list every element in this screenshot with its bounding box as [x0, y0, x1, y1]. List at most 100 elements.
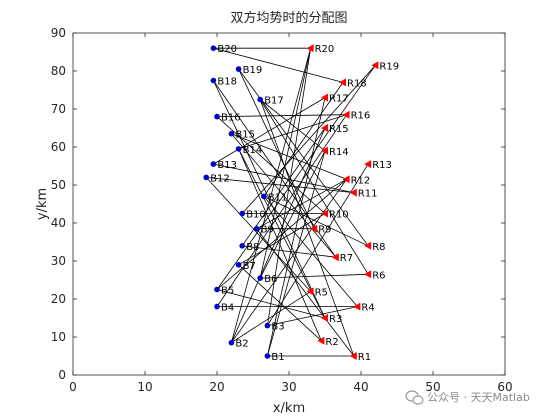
watermark: 公众号 · 天天Matlab	[405, 390, 530, 405]
red-point-r15	[321, 124, 328, 132]
y-tick-label: 10	[51, 330, 66, 344]
blue-point-b1	[264, 353, 271, 359]
link-b15-r12	[231, 133, 347, 180]
x-axis-ticks: 0 10 20 30 40 50 60	[69, 33, 513, 394]
red-point-r1	[349, 352, 357, 360]
blue-point-b5	[214, 286, 220, 293]
y-tick-label: 50	[51, 178, 66, 192]
blue-point-b2	[228, 339, 235, 346]
blue-point-b11	[261, 193, 267, 200]
point-label-b9: B9	[261, 225, 274, 236]
red-point-r19	[371, 61, 379, 70]
red-point-r10	[321, 209, 328, 218]
link-b9-r12	[256, 178, 347, 230]
red-point-r7	[331, 253, 339, 262]
plot-area	[73, 33, 505, 375]
link-b13-r11	[213, 163, 354, 193]
y-axis-ticks: 0 10 20 30 40 50 60 70 80 90	[51, 26, 505, 382]
point-label-r20: R20	[315, 44, 335, 55]
y-axis-title: y/km	[35, 188, 50, 220]
y-tick-label: 40	[51, 216, 66, 230]
point-label-b3: B3	[271, 322, 284, 333]
point-label-b15: B15	[235, 130, 255, 141]
blue-point-b8	[239, 243, 245, 249]
y-tick-label: 60	[51, 140, 66, 154]
blue-point-b16	[214, 113, 220, 120]
red-point-r6	[364, 270, 372, 279]
blue-point-b18	[210, 77, 217, 84]
point-label-b6: B6	[264, 274, 277, 285]
link-b2-r20	[231, 48, 311, 343]
x-tick-label: 40	[353, 380, 368, 394]
link-b6-r6	[260, 273, 369, 279]
y-tick-label: 20	[51, 292, 66, 306]
red-point-r13	[364, 160, 372, 169]
point-label-b13: B13	[217, 160, 237, 171]
x-tick-label: 60	[497, 380, 512, 394]
x-tick-label: 0	[69, 380, 77, 394]
red-point-r16	[342, 110, 350, 119]
link-b8-r7	[242, 245, 336, 258]
link-b13-r17	[213, 97, 326, 165]
blue-point-b6	[257, 275, 264, 281]
point-label-b18: B18	[217, 77, 237, 88]
link-b5-r12	[216, 178, 347, 290]
wechat-icon	[405, 390, 424, 405]
link-b17-r6	[259, 99, 369, 275]
point-label-b10: B10	[246, 210, 266, 221]
red-point-r4	[353, 302, 361, 311]
link-b5-r3	[216, 289, 326, 319]
point-label-r1: R1	[358, 352, 371, 363]
point-label-b4: B4	[221, 303, 234, 314]
axes-box	[72, 32, 506, 376]
point-label-b16: B16	[221, 113, 241, 124]
red-point-r5	[306, 287, 314, 296]
link-b12-r11	[206, 177, 354, 193]
point-label-b14: B14	[243, 145, 263, 156]
point-label-r12: R12	[351, 175, 371, 186]
link-b3-r4	[267, 306, 358, 326]
blue-point-b20	[210, 45, 217, 51]
link-b11-r8	[263, 196, 369, 247]
link-b2-r12	[231, 179, 347, 343]
watermark-text: 公众号 · 天天Matlab	[427, 391, 530, 404]
point-label-r19: R19	[379, 61, 399, 72]
link-b6-r20	[259, 48, 311, 279]
point-label-b5: B5	[221, 286, 234, 297]
point-label-r18: R18	[347, 78, 367, 89]
link-b4-r16	[216, 114, 347, 307]
blue-point-b19	[235, 66, 242, 72]
chart-title: 双方均势时的分配图	[230, 10, 347, 26]
y-tick-label: 80	[51, 64, 66, 78]
link-b7-r2	[238, 264, 322, 342]
x-tick-label: 50	[425, 380, 440, 394]
blue-point-b15	[228, 130, 235, 137]
link-b7-r10	[238, 213, 326, 266]
point-label-b8: B8	[246, 242, 259, 253]
point-label-r2: R2	[325, 337, 338, 348]
x-axis-title: x/km	[273, 401, 305, 416]
link-b17-r14	[259, 99, 326, 152]
point-label-r5: R5	[315, 287, 328, 298]
x-tick-label: 20	[209, 380, 224, 394]
point-label-r16: R16	[351, 111, 371, 122]
blue-point-b14	[235, 146, 242, 152]
red-point-r9	[310, 224, 318, 233]
y-tick-label: 30	[51, 254, 66, 268]
point-label-b2: B2	[235, 339, 248, 350]
red-point-r17	[321, 93, 328, 102]
point-label-r14: R14	[329, 147, 349, 158]
red-point-r2	[317, 336, 325, 345]
link-b18-r3	[213, 80, 326, 319]
link-b15-r7	[231, 133, 337, 258]
red-point-r12	[342, 175, 350, 184]
point-label-b7: B7	[243, 261, 256, 272]
point-label-r8: R8	[372, 242, 385, 253]
point-label-r15: R15	[329, 124, 349, 135]
x-tick-label: 10	[137, 380, 152, 394]
point-label-b20: B20	[217, 44, 237, 55]
link-b20-r18	[213, 47, 344, 83]
point-label-r11: R11	[358, 189, 378, 200]
point-label-r6: R6	[372, 270, 385, 281]
